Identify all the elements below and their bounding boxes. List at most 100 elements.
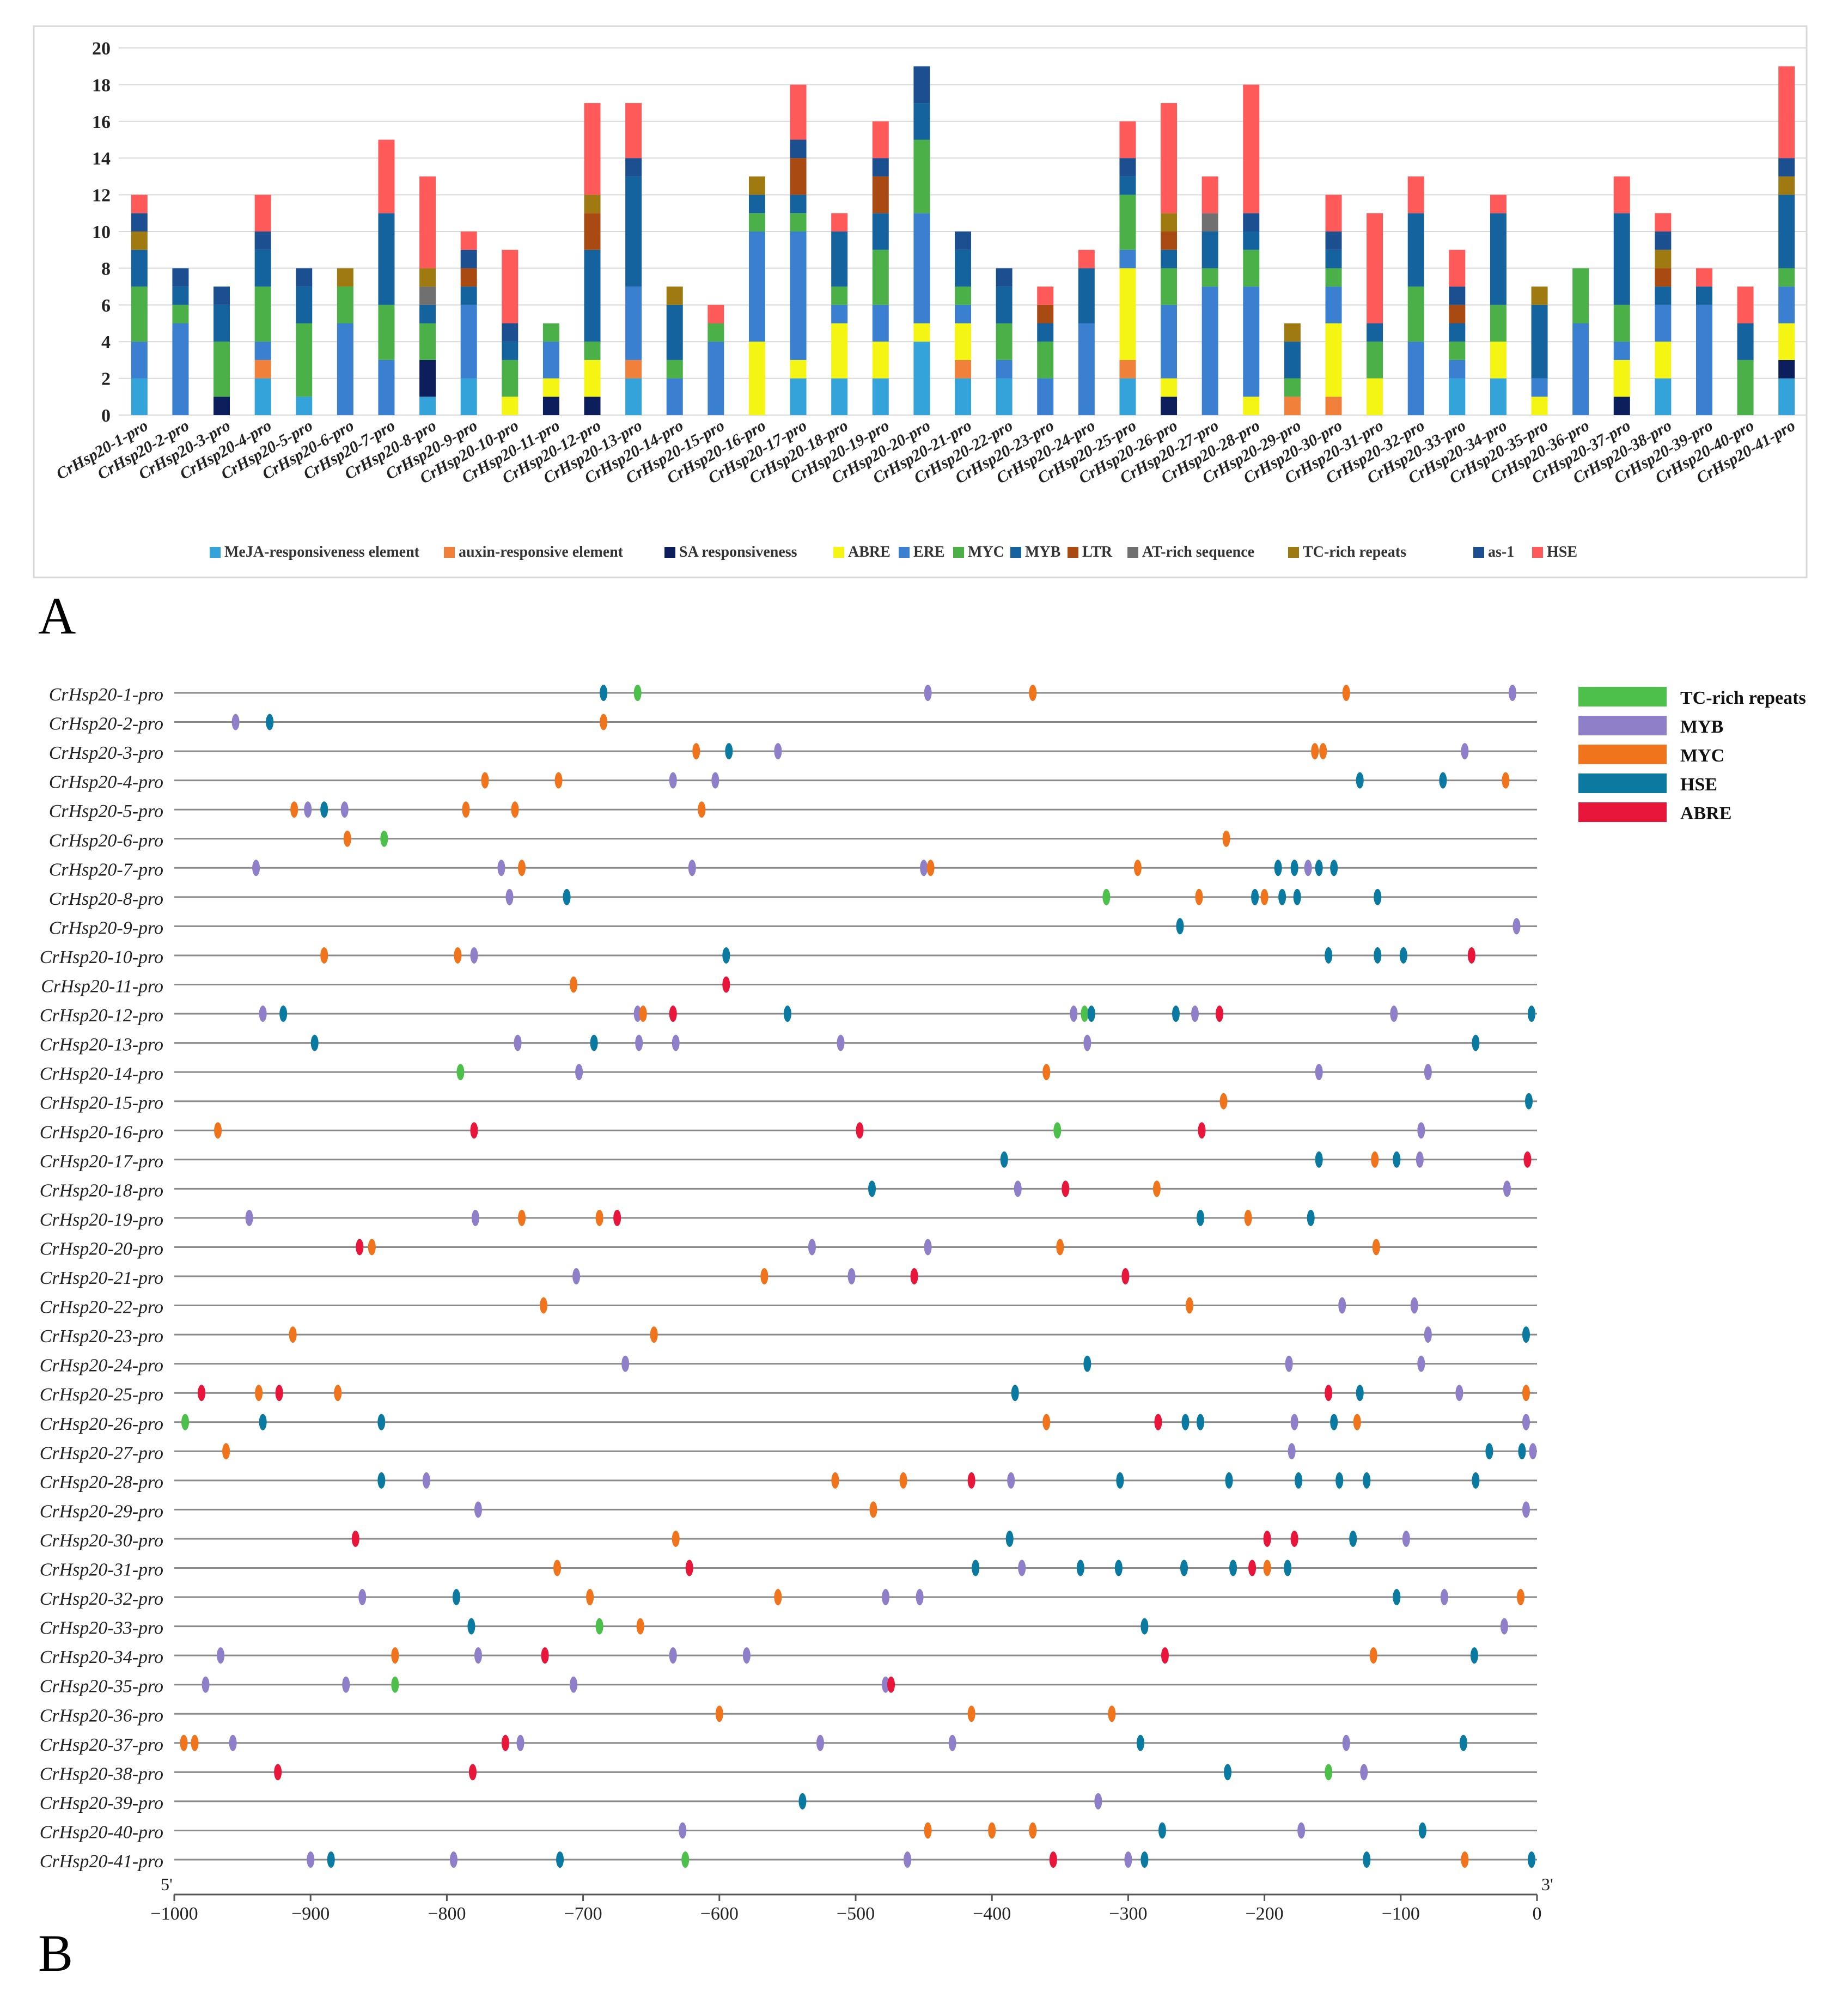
bar-segment	[913, 323, 930, 342]
bar-segment	[254, 360, 271, 379]
site-marker	[1527, 1006, 1535, 1022]
site-marker	[1374, 947, 1382, 964]
y-tick-label: 16	[92, 112, 111, 132]
site-marker	[505, 888, 514, 905]
site-marker	[540, 1297, 548, 1314]
x-tick-label: −400	[973, 1904, 1011, 1924]
bar-segment	[996, 287, 1013, 324]
site-marker	[1181, 1414, 1190, 1430]
site-marker	[289, 1326, 297, 1343]
bar-segment	[542, 342, 559, 379]
bar-segment	[996, 360, 1013, 379]
site-marker	[1274, 860, 1282, 876]
site-marker	[1330, 1414, 1338, 1430]
site-marker	[518, 1209, 526, 1226]
bar-segment	[831, 378, 848, 415]
bar-segment	[1655, 378, 1672, 415]
site-marker	[967, 1705, 975, 1722]
bar-segment	[1572, 268, 1589, 324]
panel-b-site-map: CrHsp20-1-pro CrHsp20-2-pro CrHsp20-3-pro C…	[40, 685, 1806, 1924]
bar-segment	[1655, 268, 1672, 287]
bar-segment	[1325, 249, 1342, 269]
site-marker	[259, 1414, 267, 1430]
site-marker	[808, 1239, 816, 1256]
site-marker	[1325, 947, 1333, 964]
legend-swatch	[1578, 687, 1667, 706]
bar-segment	[748, 342, 765, 415]
site-marker	[899, 1472, 907, 1489]
bar-segment	[1325, 397, 1342, 415]
bar-segment	[1778, 360, 1795, 379]
bar-segment	[584, 213, 601, 250]
site-marker	[1524, 1093, 1533, 1110]
site-marker	[1522, 1414, 1530, 1430]
bar-segment	[913, 213, 930, 324]
bar-segment	[1407, 287, 1424, 342]
site-marker	[685, 1560, 693, 1576]
site-marker	[462, 801, 470, 818]
site-marker	[1185, 1297, 1193, 1314]
bar-segment	[872, 304, 889, 342]
site-marker	[1290, 860, 1298, 876]
bar-segment	[460, 304, 477, 379]
site-marker	[1360, 1764, 1368, 1781]
site-marker	[553, 1560, 562, 1576]
site-marker	[1108, 1705, 1116, 1722]
bar-segment	[1778, 378, 1795, 415]
bar-segment	[378, 213, 395, 305]
site-marker	[1293, 888, 1301, 905]
bar-segment	[460, 378, 477, 415]
bar-segment	[296, 323, 313, 397]
y-tick-label: 0	[101, 406, 111, 426]
bar-segment	[1737, 287, 1754, 324]
bar-segment	[1655, 232, 1672, 250]
bar-segment	[872, 176, 889, 214]
site-marker	[916, 1589, 924, 1606]
site-marker	[816, 1734, 824, 1751]
bar-segment	[131, 342, 148, 379]
bar-segment	[1325, 194, 1342, 232]
site-marker	[307, 1851, 315, 1868]
legend-label: MYC	[968, 544, 1004, 561]
chart-frame	[33, 25, 1808, 578]
bar-segment	[1778, 66, 1795, 159]
site-marker	[1081, 1006, 1089, 1022]
promoter-label: CrHsp20-34-pro	[40, 1647, 163, 1667]
bar-segment	[1161, 268, 1178, 305]
bar-segment	[254, 194, 271, 232]
promoter-label: CrHsp20-35-pro	[40, 1677, 163, 1697]
bar-segment	[1243, 84, 1260, 214]
site-marker	[1018, 1560, 1026, 1576]
promoter-label: CrHsp20-13-pro	[40, 1035, 163, 1055]
site-marker	[635, 1034, 643, 1051]
bar-segment	[872, 121, 889, 159]
site-marker	[1363, 1472, 1371, 1489]
legend-swatch	[1068, 547, 1078, 558]
site-marker	[1260, 888, 1268, 905]
end-label-5prime: 5'	[161, 1874, 173, 1894]
bar-segment	[1531, 397, 1548, 415]
legend-swatch	[1578, 773, 1667, 793]
bar-segment	[502, 360, 519, 397]
promoter-label: CrHsp20-17-pro	[40, 1152, 163, 1172]
site-marker	[1529, 1443, 1537, 1460]
bar-segment	[790, 232, 807, 360]
bar-segment	[419, 287, 436, 305]
site-marker	[516, 1734, 524, 1751]
legend-label: HSE	[1680, 775, 1717, 795]
site-marker	[783, 1006, 791, 1022]
promoter-label: CrHsp20-41-pro	[40, 1851, 163, 1872]
site-marker	[948, 1734, 956, 1751]
bar-segment	[1778, 287, 1795, 324]
bar-segment	[1201, 287, 1218, 415]
site-marker	[1424, 1326, 1432, 1343]
bar-segment	[337, 323, 353, 415]
site-marker	[1402, 1530, 1410, 1547]
bar-segment	[1037, 287, 1054, 305]
site-marker	[1076, 1560, 1084, 1576]
site-marker	[511, 801, 519, 818]
site-marker	[692, 743, 700, 760]
site-marker	[1161, 1647, 1169, 1664]
site-marker	[831, 1472, 839, 1489]
